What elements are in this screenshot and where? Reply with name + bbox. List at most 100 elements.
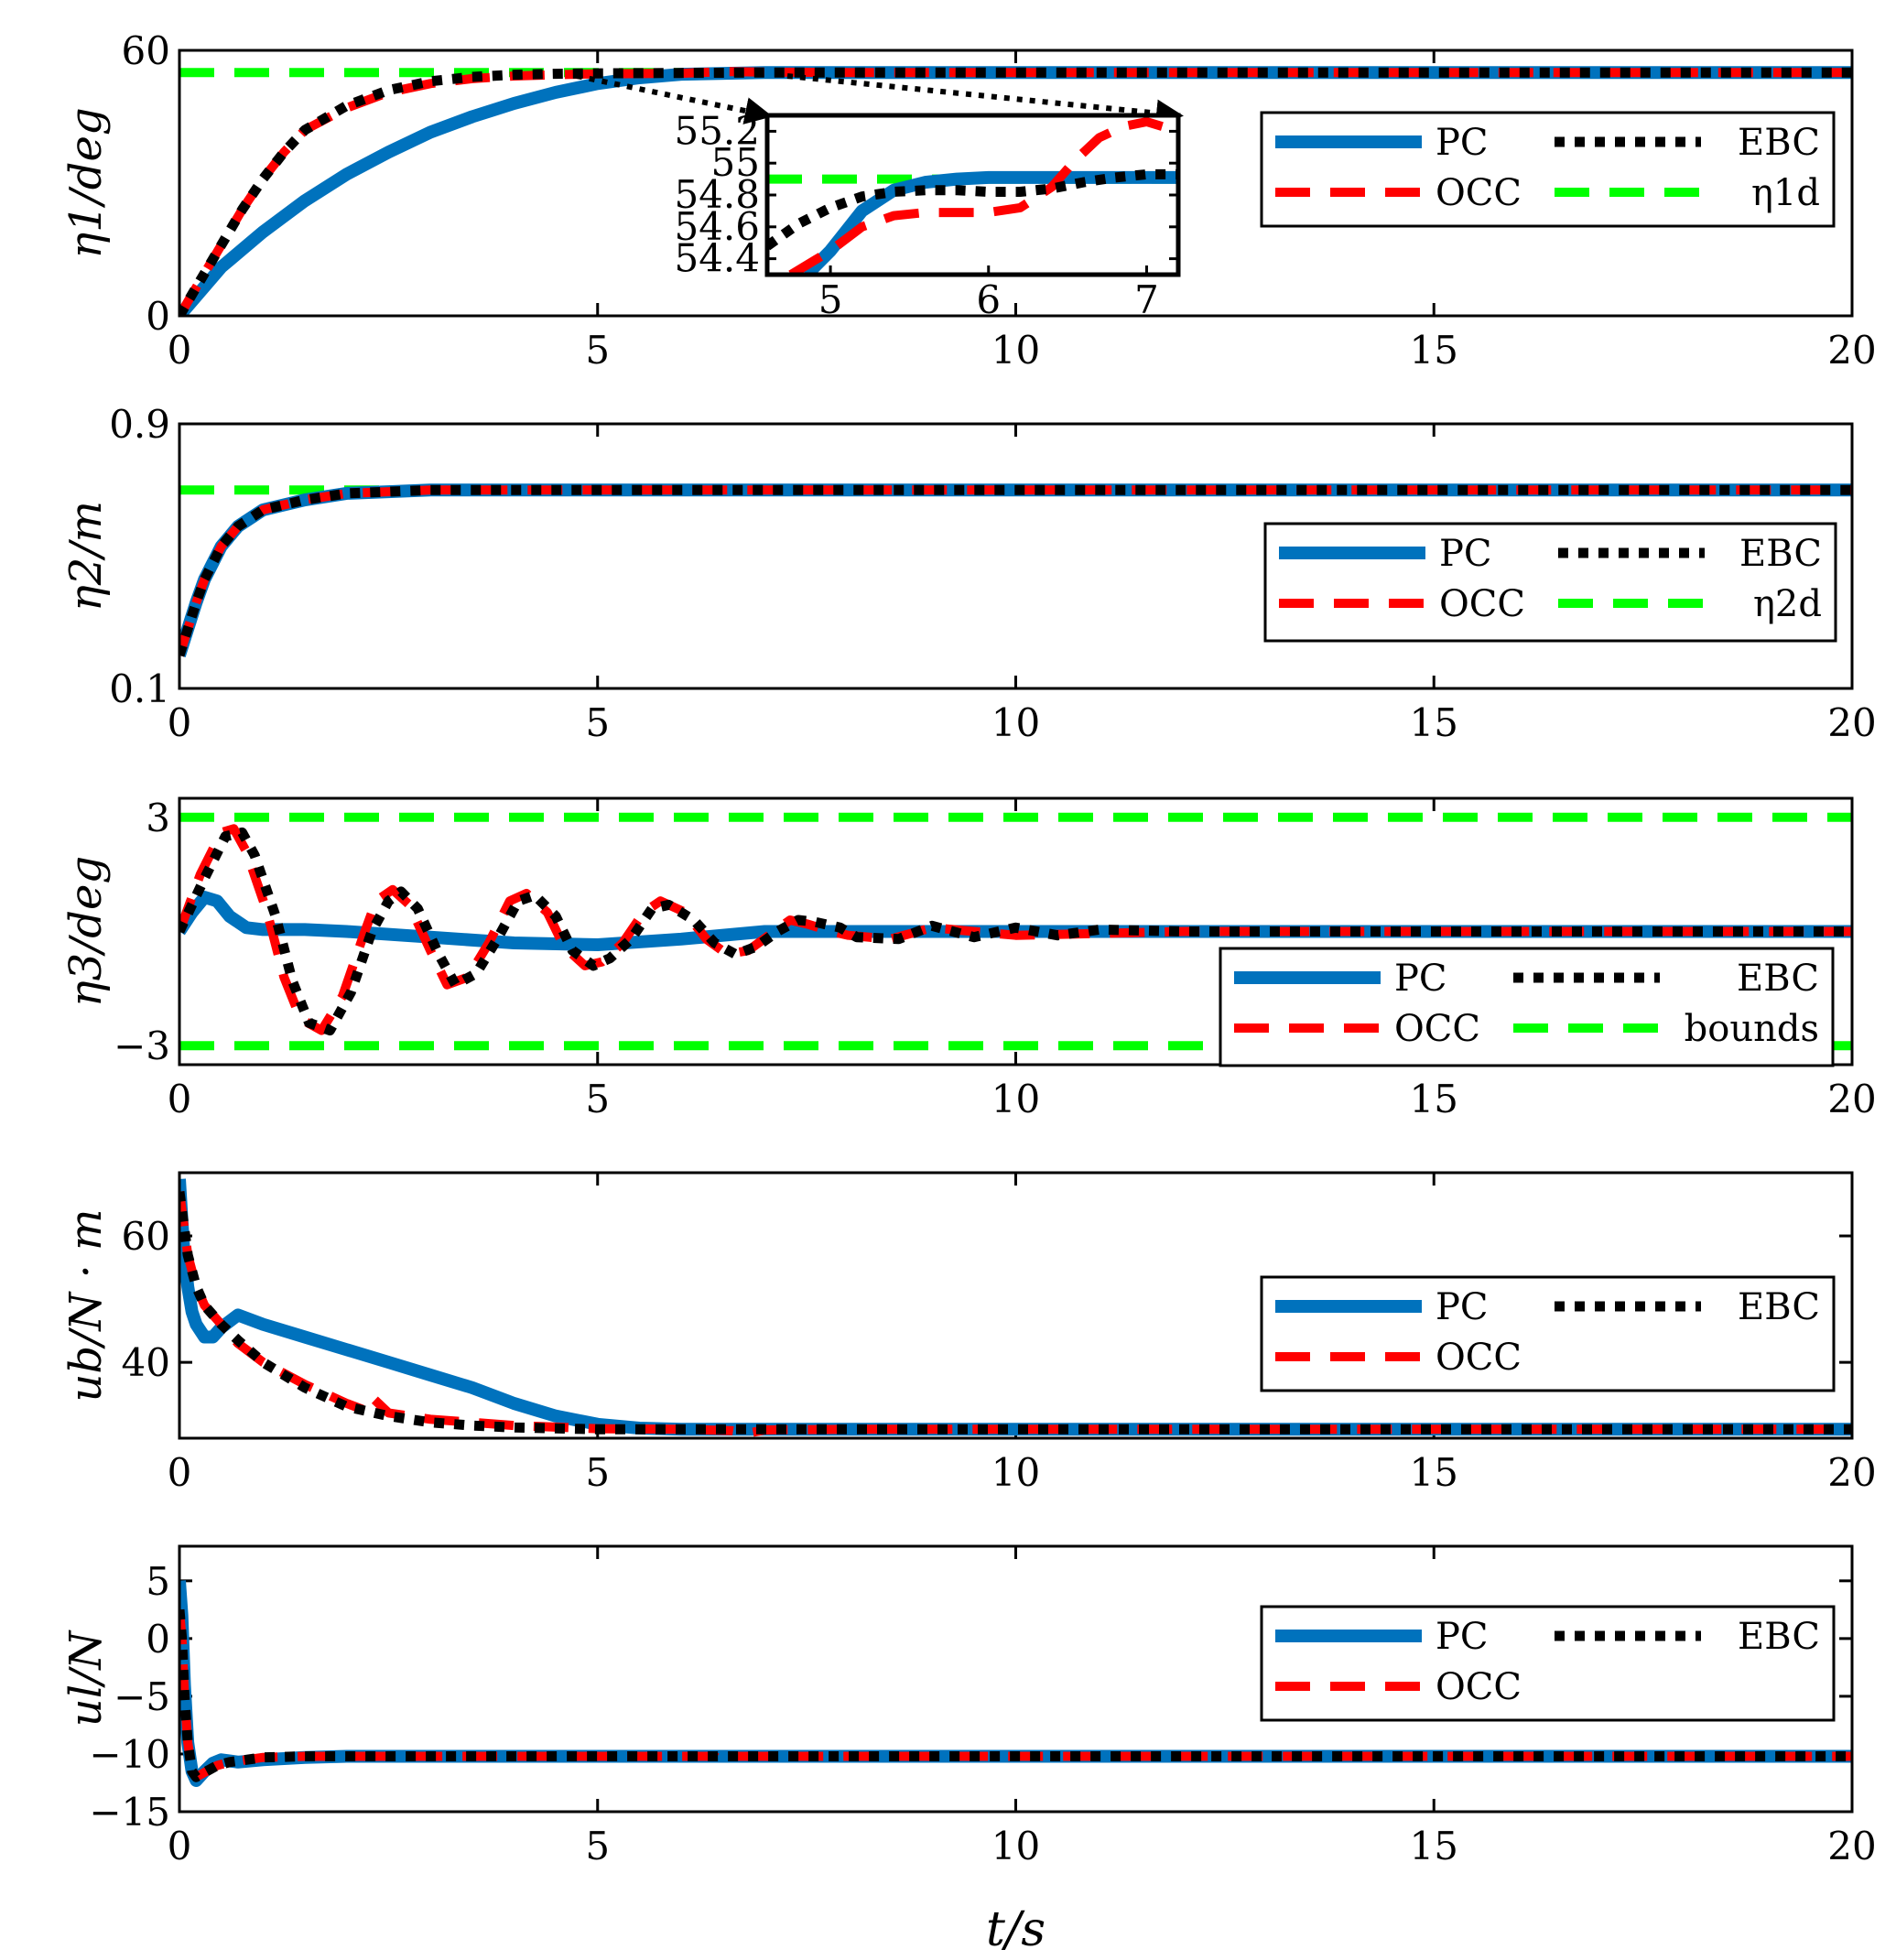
y-axis-label: ul/N <box>60 1630 112 1727</box>
inset-y-tick-label: 55 <box>711 140 760 185</box>
legend-box <box>1260 111 1836 228</box>
y-axis-label: ub/N · m <box>60 1208 112 1402</box>
chart-panel-5: 0 5 10 15 20 −15 −10 −5 0 5 ul/N t/s PC EBC OCC <box>60 1544 1877 1957</box>
inset-y-tick-label: 54.8 <box>674 172 760 217</box>
legend-box <box>1260 1275 1836 1392</box>
legend-label: PC <box>1436 1286 1489 1328</box>
x-tick-label: 0 <box>168 1824 192 1868</box>
axes-frame <box>178 1544 1854 1814</box>
chart-panel-3: 0 5 10 15 20 −3 3 η3/deg PC EBC OCC bounds <box>60 796 1877 1121</box>
x-tick-label: 20 <box>1827 328 1876 373</box>
inset-series-occ <box>788 117 1178 275</box>
legend-label: OCC <box>1394 1008 1480 1050</box>
x-tick-label: 10 <box>991 1824 1040 1868</box>
legend-label: η1d <box>1751 172 1820 214</box>
legend: PC EBC OCC bounds <box>1219 947 1835 1067</box>
y-tick-label: 0 <box>146 1617 170 1662</box>
y-tick-label: −3 <box>114 1023 170 1068</box>
y-tick-label: 0 <box>146 294 170 339</box>
y-axis-label: η2/m <box>60 501 112 612</box>
legend: PC EBC OCC <box>1260 1275 1836 1392</box>
y-tick-label: 5 <box>146 1559 170 1604</box>
legend-label: OCC <box>1436 172 1522 214</box>
series-line-ebc <box>179 484 1852 657</box>
axes-frame <box>178 422 1854 690</box>
inset-x-tick-label: 6 <box>976 277 1001 322</box>
x-tick-label: 5 <box>585 700 610 745</box>
legend-label: PC <box>1439 533 1492 575</box>
y-axis-label: η1/deg <box>60 107 112 258</box>
x-tick-label: 20 <box>1827 1824 1876 1868</box>
y-tick-label: −15 <box>89 1790 170 1835</box>
x-axis-label: t/s <box>986 1902 1046 1957</box>
legend-label: OCC <box>1436 1666 1522 1708</box>
inset-y-tick-label: 55.2 <box>674 108 760 153</box>
x-tick-label: 10 <box>991 1450 1040 1495</box>
series-line-ebc <box>179 1190 1852 1435</box>
y-tick-label: 0.1 <box>109 666 170 711</box>
legend: PC EBC OCC η1d <box>1260 111 1836 228</box>
inset-frame <box>764 113 1181 277</box>
legend: PC EBC OCC <box>1260 1605 1836 1722</box>
axes-frame <box>178 49 1854 318</box>
legend-label: OCC <box>1439 583 1525 625</box>
x-tick-label: 0 <box>168 1450 192 1495</box>
legend-label: PC <box>1436 122 1489 164</box>
y-tick-label: −10 <box>89 1732 170 1777</box>
series-line-pc <box>179 891 1852 951</box>
inset-x-tick-label: 7 <box>1134 277 1159 322</box>
x-tick-label: 5 <box>585 1824 610 1868</box>
series-line-ebc <box>179 1608 1852 1782</box>
x-tick-label: 15 <box>1410 1824 1458 1868</box>
axes-frame <box>178 796 1854 1067</box>
legend-label: EBC <box>1737 958 1819 1000</box>
series-line-occ <box>179 824 1852 1035</box>
x-tick-label: 5 <box>585 1077 610 1121</box>
x-tick-label: 10 <box>991 328 1040 373</box>
zoom-arrow <box>786 73 1184 127</box>
x-tick-label: 15 <box>1410 1450 1458 1495</box>
legend-label: EBC <box>1738 122 1820 164</box>
legend-box <box>1219 947 1835 1067</box>
series-line-ebc <box>179 827 1852 1036</box>
y-tick-label: 60 <box>122 28 170 73</box>
y-tick-label: 60 <box>122 1214 170 1259</box>
y-tick-label: 3 <box>146 796 170 840</box>
legend-box <box>1263 522 1837 643</box>
x-tick-label: 5 <box>585 328 610 373</box>
series-line-occ <box>179 67 1852 316</box>
x-tick-label: 10 <box>991 1077 1040 1121</box>
x-tick-label: 5 <box>585 1450 610 1495</box>
legend-label: EBC <box>1738 1616 1820 1658</box>
x-tick-label: 20 <box>1827 700 1876 745</box>
inset-y-tick-label: 54.4 <box>674 236 760 281</box>
legend-label: EBC <box>1738 1286 1820 1328</box>
y-tick-label: −5 <box>114 1674 170 1719</box>
chart-panel-2: 0 5 10 15 20 0.1 0.9 η2/m PC EBC OCC η2d <box>60 402 1877 745</box>
inset-y-tick-label: 54.6 <box>674 204 760 249</box>
x-tick-label: 0 <box>168 700 192 745</box>
x-tick-label: 10 <box>991 700 1040 745</box>
legend-label: bounds <box>1685 1008 1819 1050</box>
series-line-ebc <box>179 67 1852 316</box>
y-tick-label: 0.9 <box>109 402 170 447</box>
inset-series-pc <box>802 170 1178 275</box>
legend-label: PC <box>1436 1616 1489 1658</box>
y-tick-label: 40 <box>122 1340 170 1385</box>
legend-label: η2d <box>1753 583 1822 625</box>
legend-label: EBC <box>1739 533 1822 575</box>
x-tick-label: 0 <box>168 1077 192 1121</box>
legend-label: PC <box>1394 958 1447 1000</box>
y-axis-label: η3/deg <box>60 856 112 1007</box>
x-tick-label: 0 <box>168 328 192 373</box>
inset-x-tick-label: 5 <box>818 277 843 322</box>
x-tick-label: 15 <box>1410 328 1458 373</box>
legend: PC EBC OCC η2d <box>1263 522 1837 643</box>
x-tick-label: 20 <box>1827 1450 1876 1495</box>
x-tick-label: 15 <box>1410 1077 1458 1121</box>
legend-label: OCC <box>1436 1337 1522 1379</box>
